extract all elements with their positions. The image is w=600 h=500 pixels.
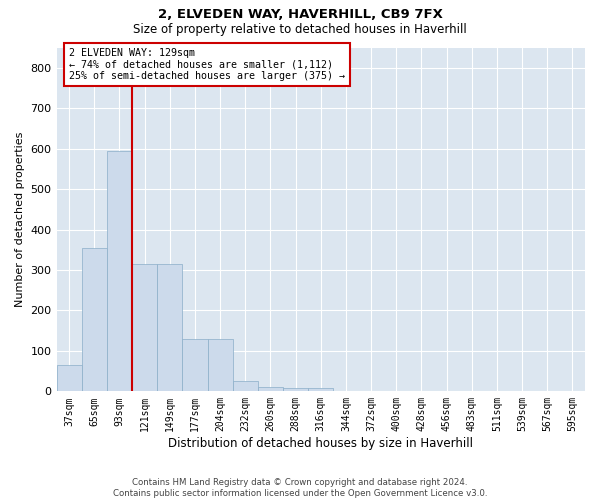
Text: 2 ELVEDEN WAY: 129sqm
← 74% of detached houses are smaller (1,112)
25% of semi-d: 2 ELVEDEN WAY: 129sqm ← 74% of detached …: [69, 48, 345, 80]
Bar: [107, 150, 132, 392]
X-axis label: Distribution of detached houses by size in Haverhill: Distribution of detached houses by size …: [168, 437, 473, 450]
Bar: [208, 338, 233, 392]
Bar: [56, 365, 82, 392]
Text: 2, ELVEDEN WAY, HAVERHILL, CB9 7FX: 2, ELVEDEN WAY, HAVERHILL, CB9 7FX: [158, 8, 442, 20]
Bar: [308, 388, 334, 392]
Bar: [82, 248, 107, 392]
Bar: [182, 338, 208, 392]
Y-axis label: Number of detached properties: Number of detached properties: [15, 132, 25, 307]
Bar: [258, 388, 283, 392]
Text: Size of property relative to detached houses in Haverhill: Size of property relative to detached ho…: [133, 22, 467, 36]
Bar: [283, 388, 308, 392]
Bar: [233, 381, 258, 392]
Bar: [157, 264, 182, 392]
Text: Contains HM Land Registry data © Crown copyright and database right 2024.
Contai: Contains HM Land Registry data © Crown c…: [113, 478, 487, 498]
Bar: [132, 264, 157, 392]
